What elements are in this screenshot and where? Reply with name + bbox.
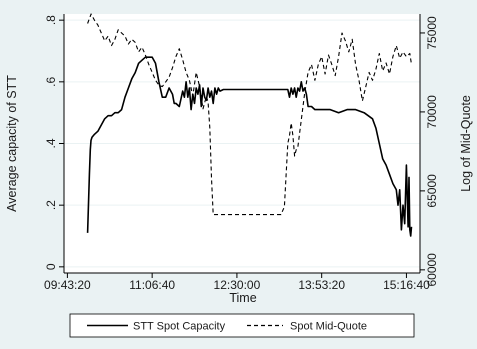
x-tick-label: 15:16:40 xyxy=(383,278,430,292)
legend-label-stt-spot-capacity: STT Spot Capacity xyxy=(133,321,226,333)
series-layer xyxy=(86,13,413,237)
legend-box xyxy=(69,313,415,338)
legend: STT Spot Capacity Spot Mid-Quote xyxy=(69,313,415,338)
y2-tick-label: 60000 xyxy=(425,253,439,287)
y2-axis-title: Log of Mid-Quote xyxy=(459,95,473,192)
x-tick-label: 12:30:00 xyxy=(214,278,261,292)
legend-label-spot-mid-quote: Spot Mid-Quote xyxy=(290,321,367,333)
x-tick-label: 09:43:20 xyxy=(44,278,91,292)
stt-spot-capacity-line xyxy=(86,56,413,237)
y-tick-label: .6 xyxy=(44,77,58,87)
y2-tick-label: 70000 xyxy=(425,95,439,129)
y2-tick-label: 75000 xyxy=(425,16,439,50)
x-tick-label: 11:06:40 xyxy=(129,278,175,292)
x-tick-label: 13:53:20 xyxy=(298,278,345,292)
spot-mid-quote-line xyxy=(87,13,413,216)
axis-ticks: 0 .2 .4 .6 .8 60000 65000 70000 75000 09:43:20 11:… xyxy=(44,15,439,292)
gridlines xyxy=(64,19,420,268)
y-tick-label: .8 xyxy=(44,15,58,25)
y-tick-label: .4 xyxy=(44,138,58,148)
y-axis-title: Average capacity of STT xyxy=(5,75,19,212)
y2-tick-label: 65000 xyxy=(425,174,439,208)
x-axis-title: Time xyxy=(229,291,256,305)
y-tick-label: .2 xyxy=(44,200,58,210)
y-tick-label: 0 xyxy=(44,263,58,270)
